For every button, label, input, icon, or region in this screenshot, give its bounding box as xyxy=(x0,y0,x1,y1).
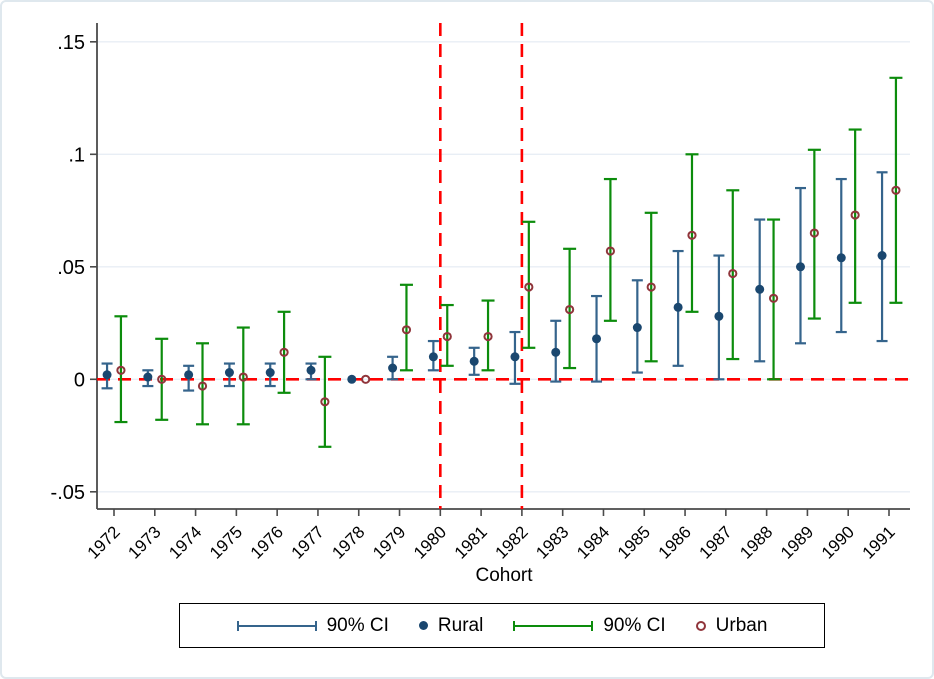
rural-point xyxy=(184,370,194,380)
urban-point xyxy=(157,374,167,384)
navy-ci-bar-icon xyxy=(236,619,317,633)
rural-point xyxy=(632,323,642,333)
rural-point xyxy=(428,352,438,362)
urban-point xyxy=(279,347,289,357)
y-tick-label: .15 xyxy=(57,32,85,54)
gridlines xyxy=(97,41,910,493)
x-tick-label: 1982 xyxy=(492,522,532,562)
navy-dot-icon xyxy=(418,621,428,630)
rural-point xyxy=(102,370,112,380)
x-tick-label: 1988 xyxy=(736,522,776,562)
urban-point xyxy=(483,331,493,342)
urban-point xyxy=(687,230,697,240)
urban-point xyxy=(116,365,126,375)
x-tick-label: 1979 xyxy=(369,522,409,562)
urban-point xyxy=(320,397,330,407)
urban-series xyxy=(114,76,903,448)
x-axis-title: Cohort xyxy=(475,565,533,586)
legend-item-90-ci: 90% CI xyxy=(513,614,666,637)
urban-point xyxy=(850,210,860,220)
legend-item-urban: Urban xyxy=(695,614,768,637)
legend-item-90-ci: 90% CI xyxy=(236,614,389,637)
legend-label: Urban xyxy=(715,614,768,636)
urban-point xyxy=(565,304,575,315)
rural-point xyxy=(469,356,479,366)
x-tick-label: 1983 xyxy=(532,522,572,562)
urban-point xyxy=(524,282,534,292)
rural-point xyxy=(877,251,887,261)
urban-point xyxy=(768,293,779,303)
maroon-ring-icon xyxy=(695,620,706,631)
rural-point xyxy=(673,302,683,312)
urban-point xyxy=(809,228,819,238)
reference-lines xyxy=(97,23,910,509)
rural-point xyxy=(265,368,275,378)
urban-point xyxy=(646,282,656,292)
y-tick-label: -.05 xyxy=(51,482,85,504)
rural-point xyxy=(551,347,561,357)
urban-point xyxy=(197,381,208,391)
x-tick-label: 1990 xyxy=(818,522,858,562)
rural-point xyxy=(795,262,805,272)
urban-point xyxy=(238,372,248,382)
rural-point xyxy=(347,374,357,384)
y-tick-label: 0 xyxy=(74,369,85,391)
x-tick-label: 1976 xyxy=(247,522,287,562)
rural-point xyxy=(836,253,846,263)
x-tick-label: 1977 xyxy=(288,522,328,562)
rural-point xyxy=(510,352,520,362)
rural-point xyxy=(714,311,724,321)
x-tick-label: 1991 xyxy=(859,522,899,562)
urban-point xyxy=(401,325,412,335)
x-tick-label: 1980 xyxy=(410,522,450,562)
x-tick-label: 1987 xyxy=(695,522,735,562)
urban-point xyxy=(891,185,901,195)
urban-point xyxy=(728,268,738,279)
legend-label: 90% CI xyxy=(603,614,666,636)
rural-point xyxy=(306,365,316,375)
urban-point xyxy=(442,331,452,342)
x-axis: 1972 1973 1974 1975 1976 1977 1978 1979 1980 1981… xyxy=(84,509,899,563)
legend-label: Rural xyxy=(437,614,484,636)
urban-point xyxy=(361,374,371,384)
legend: 90% CI Rural 90% CI Urban xyxy=(179,603,825,648)
rural-series xyxy=(101,171,888,392)
rural-point xyxy=(755,284,765,294)
x-tick-label: 1973 xyxy=(124,522,164,562)
rural-point xyxy=(592,334,602,344)
y-axis: .15 .1 .05 0 -.05 xyxy=(51,32,97,504)
y-tick-label: .05 xyxy=(57,257,85,279)
green-ci-bar-icon xyxy=(513,619,594,633)
x-tick-label: 1978 xyxy=(328,522,368,562)
x-tick-label: 1974 xyxy=(165,522,205,562)
x-tick-label: 1975 xyxy=(206,522,246,562)
rural-point xyxy=(143,372,153,382)
x-tick-label: 1985 xyxy=(614,522,654,562)
x-tick-label: 1981 xyxy=(451,522,491,562)
x-tick-label: 1986 xyxy=(655,522,695,562)
x-tick-label: 1984 xyxy=(573,522,613,562)
legend-item-rural: Rural xyxy=(418,614,484,637)
rural-point xyxy=(388,363,398,373)
x-tick-label: 1989 xyxy=(777,522,817,562)
urban-point xyxy=(605,246,616,256)
legend-label: 90% CI xyxy=(326,614,389,636)
rural-point xyxy=(224,368,234,378)
y-tick-label: .1 xyxy=(68,144,85,166)
x-tick-label: 1972 xyxy=(84,522,124,562)
